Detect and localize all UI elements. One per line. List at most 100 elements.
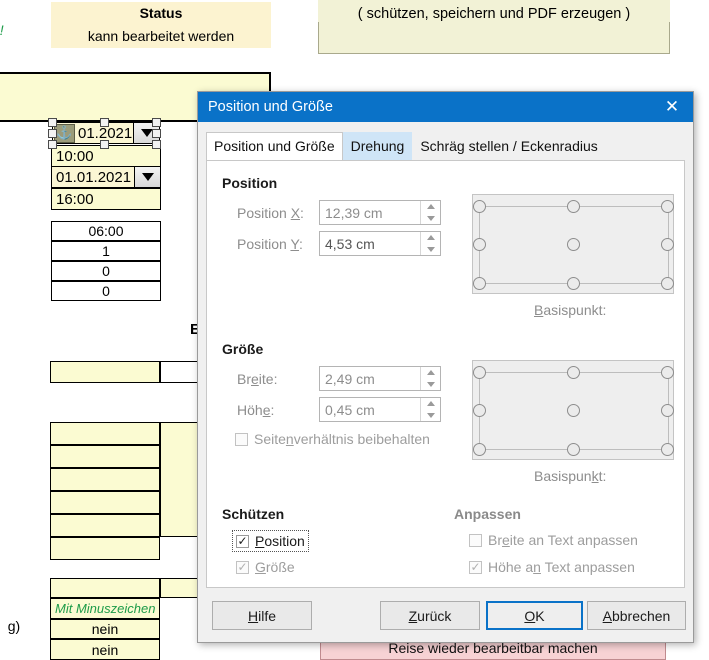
fit-height-to-text-checkbox-box[interactable]: ✓: [469, 560, 482, 574]
width-input[interactable]: 2,49 cm: [319, 366, 441, 391]
position-basepoint-grid[interactable]: [472, 194, 674, 294]
tab-panel-position-and-size: Position Position X: 12,39 cm Position Y…: [206, 160, 685, 588]
basepoint-dot-bottom-right[interactable]: [661, 443, 674, 456]
position-x-input[interactable]: 12,39 cm: [319, 200, 441, 225]
start-date-value: 01.2021: [78, 124, 133, 142]
size-group-title: Größe: [222, 341, 264, 357]
keep-ratio-checkbox-box[interactable]: [235, 432, 248, 446]
height-value: 0,45 cm: [325, 401, 375, 418]
height-label: Höhe:: [237, 402, 275, 418]
chevron-down-icon[interactable]: [134, 167, 160, 187]
basepoint-dot-middle-left[interactable]: [473, 404, 486, 417]
selection-handle[interactable]: [100, 140, 109, 149]
hint-box-bottom: [318, 22, 670, 54]
calc-row: 0: [51, 281, 161, 301]
empty-yellow-cell: [50, 491, 160, 514]
size-basepoint-grid[interactable]: [472, 360, 674, 460]
tab-position-and-size[interactable]: Position und Größe: [206, 132, 343, 160]
status-value: kann bearbeitet werden: [51, 24, 271, 48]
keep-ratio-label: Seitenverhältnis beibehalten: [254, 431, 430, 447]
protect-position-label: Position: [255, 533, 305, 549]
position-group-title: Position: [222, 175, 278, 191]
empty-yellow-cell: [50, 361, 160, 383]
basepoint-dot-bottom-left[interactable]: [473, 443, 486, 456]
basepoint-dot-bottom-center[interactable]: [567, 277, 580, 290]
basepoint-dot-middle-right[interactable]: [661, 238, 674, 251]
selection-handle[interactable]: [152, 129, 161, 138]
calc-row: 1: [51, 241, 161, 261]
close-icon[interactable]: ✕: [664, 97, 680, 116]
adapt-group-title: Anpassen: [454, 506, 521, 522]
height-spinner-up[interactable]: [421, 398, 440, 410]
fit-width-to-text-checkbox[interactable]: Breite an Text anpassen: [469, 532, 638, 548]
end-date-value: 01.01.2021: [56, 168, 132, 186]
basepoint-dot-top-center[interactable]: [567, 200, 580, 213]
width-label: Breite:: [237, 371, 278, 387]
calc-row: 06:00: [51, 221, 161, 241]
basepoint-dot-bottom-right[interactable]: [661, 277, 674, 290]
tab-slant-corner-radius[interactable]: Schräg stellen / Eckenradius: [420, 138, 598, 154]
position-y-value: 4,53 cm: [325, 235, 375, 252]
fit-height-to-text-checkbox[interactable]: ✓ Höhe an Text anpassen: [469, 559, 635, 575]
selection-handle[interactable]: [48, 129, 57, 138]
position-y-input[interactable]: 4,53 cm: [319, 231, 441, 256]
basepoint-dot-center[interactable]: [567, 238, 580, 251]
dialog-titlebar[interactable]: Position und Größe ✕: [198, 92, 693, 122]
left-green-note: n!: [0, 22, 4, 38]
height-input[interactable]: 0,45 cm: [319, 397, 441, 422]
basepoint-dot-top-right[interactable]: [661, 366, 674, 379]
empty-yellow-cell: [50, 537, 160, 560]
position-x-spinner-up[interactable]: [421, 201, 440, 213]
position-y-spinner-up[interactable]: [421, 232, 440, 244]
basepoint-dot-top-right[interactable]: [661, 200, 674, 213]
protect-size-label: Größe: [255, 559, 295, 575]
basepoint-dot-top-left[interactable]: [473, 366, 486, 379]
bottom-left-label: g): [7, 618, 21, 634]
protect-group-title: Schützen: [222, 506, 285, 522]
nein-row: nein: [50, 619, 160, 639]
basepoint-dot-bottom-center[interactable]: [567, 443, 580, 456]
protect-size-checkbox[interactable]: ✓ Größe: [236, 559, 295, 575]
chevron-down-icon[interactable]: [133, 123, 159, 143]
end-time-cell: 16:00: [51, 188, 161, 210]
position-y-label: Position Y:: [237, 236, 303, 252]
selection-handle[interactable]: [48, 140, 57, 149]
position-y-spinner-down[interactable]: [421, 243, 440, 255]
protect-position-checkbox[interactable]: ✓ Position: [232, 530, 309, 552]
selection-handle[interactable]: [152, 118, 161, 127]
selection-handle[interactable]: [152, 140, 161, 149]
empty-yellow-cell: [50, 445, 160, 468]
width-spinner-up[interactable]: [421, 367, 440, 379]
height-spinner-down[interactable]: [421, 409, 440, 421]
minus-note: Mit Minuszeichen e: [50, 598, 160, 619]
empty-yellow-cell: [50, 422, 160, 445]
protect-position-checkbox-box[interactable]: ✓: [236, 534, 249, 548]
fit-width-to-text-checkbox-box[interactable]: [469, 533, 482, 547]
basepoint-dot-bottom-left[interactable]: [473, 277, 486, 290]
basepoint-dot-top-center[interactable]: [567, 366, 580, 379]
selection-handle[interactable]: [48, 118, 57, 127]
position-basepoint-caption: Basispunkt:: [534, 302, 607, 318]
fit-width-to-text-label: Breite an Text anpassen: [488, 532, 638, 548]
empty-yellow-cell: [50, 514, 160, 537]
end-date-combo[interactable]: 01.01.2021: [51, 166, 161, 188]
keep-ratio-checkbox[interactable]: Seitenverhältnis beibehalten: [235, 431, 430, 447]
status-title: Status: [51, 2, 271, 24]
selection-handle[interactable]: [100, 118, 109, 127]
basepoint-dot-middle-left[interactable]: [473, 238, 486, 251]
protect-size-checkbox-box[interactable]: ✓: [236, 560, 249, 574]
tab-strip: Position und Größe Drehung Schräg stelle…: [198, 122, 693, 160]
basepoint-dot-middle-right[interactable]: [661, 404, 674, 417]
anchor-icon: ⚓: [54, 123, 75, 143]
calc-row: 0: [51, 261, 161, 281]
basepoint-dot-top-left[interactable]: [473, 200, 486, 213]
width-spinner-down[interactable]: [421, 378, 440, 390]
position-x-spinner-down[interactable]: [421, 212, 440, 224]
tab-rotation[interactable]: Drehung: [342, 132, 413, 160]
position-x-value: 12,39 cm: [325, 204, 383, 221]
basepoint-dot-center[interactable]: [567, 404, 580, 417]
